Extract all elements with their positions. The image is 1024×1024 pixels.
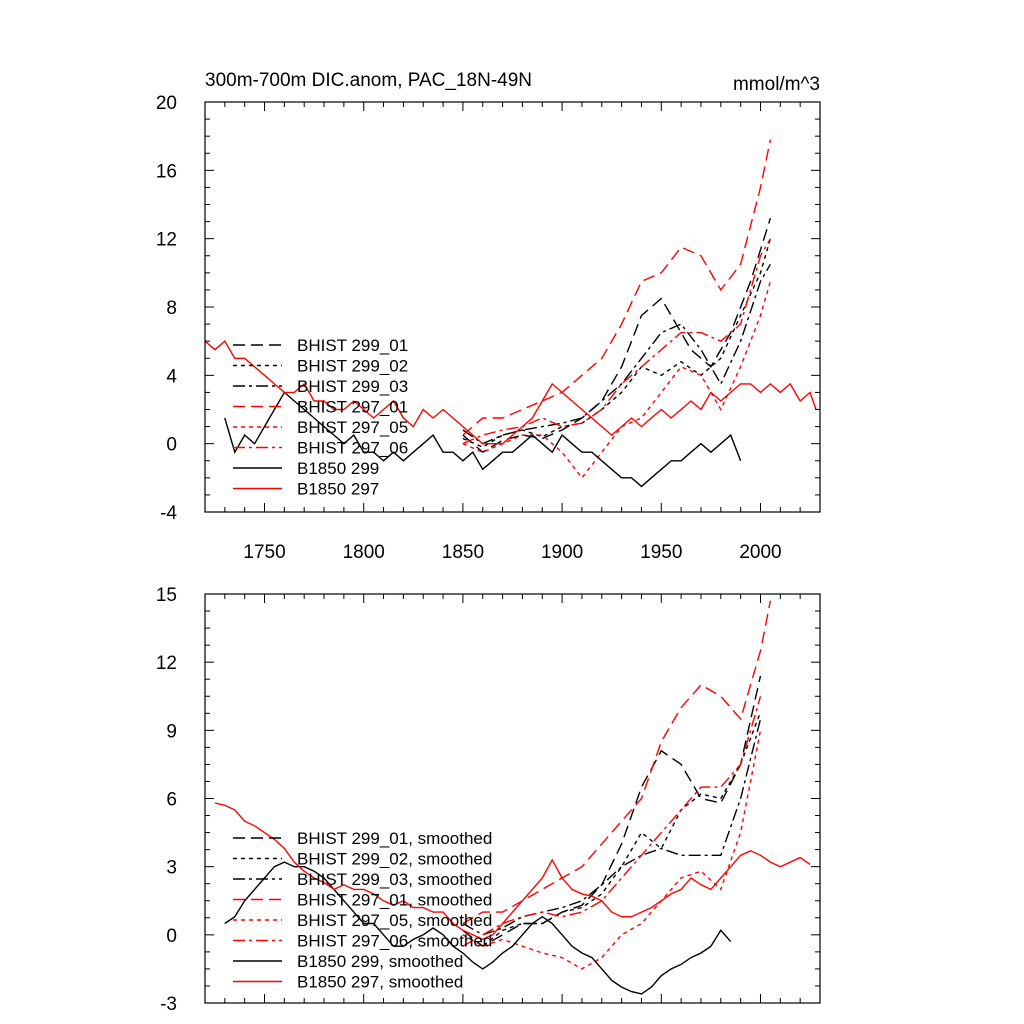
- series-line-2: [462, 718, 762, 936]
- y-tick-label: 0: [166, 926, 177, 947]
- y-tick-label: 15: [156, 585, 177, 606]
- series-line-3: [462, 600, 772, 925]
- series-line-2: [462, 263, 772, 445]
- series-line-6: [224, 861, 732, 995]
- y-tick-label: 16: [156, 161, 177, 182]
- legend-label: B1850 299: [297, 459, 379, 478]
- legend-label: B1850 297, smoothed: [297, 973, 463, 992]
- legend-label: BHIST 297_05, smoothed: [297, 911, 492, 930]
- y-tick-label: 12: [156, 653, 177, 674]
- series-line-5: [462, 238, 772, 445]
- chart-title: 300m-700m DIC.anom, PAC_18N-49N: [205, 70, 532, 91]
- panel-top-dic-anomaly: -4 0 4 8 12 16 20 1750 1800 1850 1900 1950 2000 300m-…: [156, 70, 821, 563]
- y-tick-label: 0: [166, 435, 177, 456]
- series-line-0: [462, 217, 772, 454]
- y-tick-label: 12: [156, 230, 177, 251]
- legend-label: BHIST 299_02: [297, 357, 408, 376]
- series-lines: [214, 600, 811, 995]
- legend: BHIST 299_01, smoothed BHIST 299_02, smoo…: [233, 829, 492, 992]
- series-line-1: [462, 711, 762, 948]
- series-lines: [205, 139, 817, 488]
- legend-label: BHIST 299_02, smoothed: [297, 850, 492, 869]
- x-tick-label: 1750: [243, 542, 285, 563]
- x-tick-label: 1950: [640, 542, 682, 563]
- y-tick-label: 3: [166, 858, 177, 879]
- x-tick-label: 1850: [442, 542, 484, 563]
- series-line-1: [462, 238, 772, 448]
- y-tick-label: 9: [166, 721, 177, 742]
- series-line-3: [462, 139, 772, 436]
- x-tick-label: 2000: [739, 542, 781, 563]
- y-tick-label: 6: [166, 790, 177, 811]
- y-tick-label: -3: [160, 994, 177, 1015]
- x-tick-label: 1900: [541, 542, 583, 563]
- legend-label: BHIST 297_05: [297, 418, 408, 437]
- legend-label: B1850 297: [297, 480, 379, 499]
- series-line-6: [224, 391, 742, 488]
- legend-label: BHIST 297_01: [297, 398, 408, 417]
- legend-label: BHIST 299_03: [297, 377, 408, 396]
- series-line-7: [214, 802, 811, 941]
- legend-label: B1850 299, smoothed: [297, 952, 463, 971]
- legend-label: BHIST 299_01, smoothed: [297, 829, 492, 848]
- chart-units: mmol/m^3: [733, 74, 820, 95]
- y-tick-label: -4: [160, 503, 177, 524]
- legend-label: BHIST 297_06, smoothed: [297, 932, 492, 951]
- series-line-5: [462, 696, 762, 947]
- legend-label: BHIST 299_01: [297, 336, 408, 355]
- y-tick-label: 4: [166, 366, 177, 387]
- series-line-0: [462, 675, 762, 948]
- legend-label: BHIST 297_01, smoothed: [297, 891, 492, 910]
- y-tick-label: 8: [166, 298, 177, 319]
- series-line-4: [462, 281, 772, 479]
- legend-label: BHIST 299_03, smoothed: [297, 870, 492, 889]
- y-tick-label: 20: [156, 93, 177, 114]
- series-line-7: [205, 340, 817, 445]
- legend-label: BHIST 297_06: [297, 439, 408, 458]
- x-tick-label: 1800: [343, 542, 385, 563]
- series-line-4: [462, 730, 762, 970]
